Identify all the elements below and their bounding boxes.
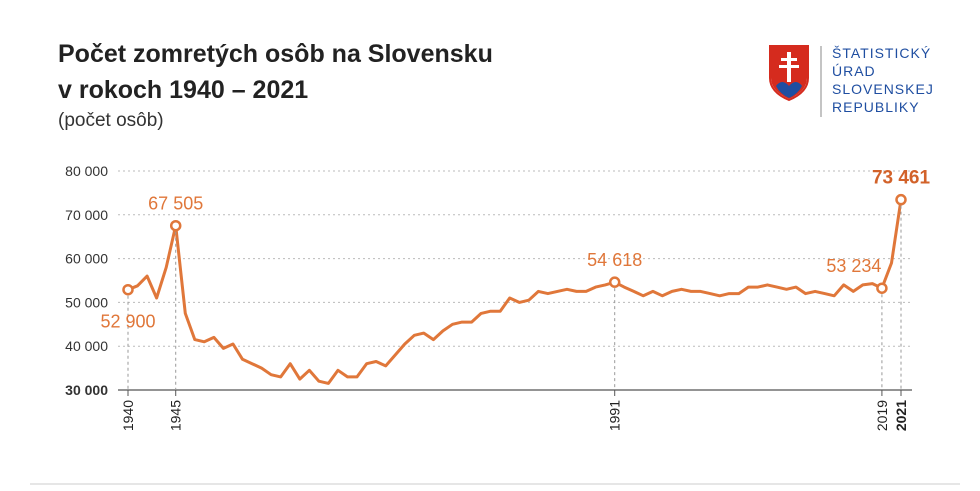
data-label: 53 234 — [826, 256, 881, 276]
x-tick-label: 2021 — [893, 400, 909, 431]
data-label: 67 505 — [148, 194, 203, 214]
logo: ŠTATISTICKÝ ÚRAD SLOVENSKEJ REPUBLIKY — [769, 45, 934, 117]
x-tick-label: 2019 — [874, 400, 890, 431]
y-tick-label: 60 000 — [65, 251, 108, 267]
data-label: 52 900 — [100, 312, 155, 332]
logo-cross — [779, 52, 799, 82]
chart-subtitle: (počet osôb) — [58, 110, 164, 131]
y-tick-label: 40 000 — [65, 338, 108, 354]
y-tick-label: 80 000 — [65, 163, 108, 179]
data-point — [876, 282, 888, 294]
x-tick-label: 1945 — [168, 400, 184, 431]
logo-hills — [776, 82, 802, 98]
y-tick-label: 30 000 — [65, 382, 108, 398]
data-point — [608, 276, 621, 288]
y-tick-label: 70 000 — [65, 207, 108, 223]
chart-title: v rokoch 1940 – 2021 — [58, 76, 308, 104]
x-tick-label: 1991 — [607, 400, 623, 431]
logo-text: ŠTATISTICKÝ — [832, 45, 931, 61]
logo-text: ÚRAD — [832, 63, 876, 79]
chart-title: Počet zomretých osôb na Slovensku — [58, 40, 493, 68]
logo-text: SLOVENSKEJ — [832, 81, 934, 97]
data-label: 54 618 — [587, 250, 642, 270]
data-label: 73 461 — [872, 168, 931, 189]
x-tick-label: 1940 — [120, 400, 136, 431]
data-point — [169, 219, 182, 232]
data-point — [895, 193, 907, 206]
logo-text: REPUBLIKY — [832, 99, 920, 115]
data-line — [127, 199, 903, 385]
y-tick-label: 50 000 — [65, 294, 108, 310]
data-point — [122, 283, 134, 296]
